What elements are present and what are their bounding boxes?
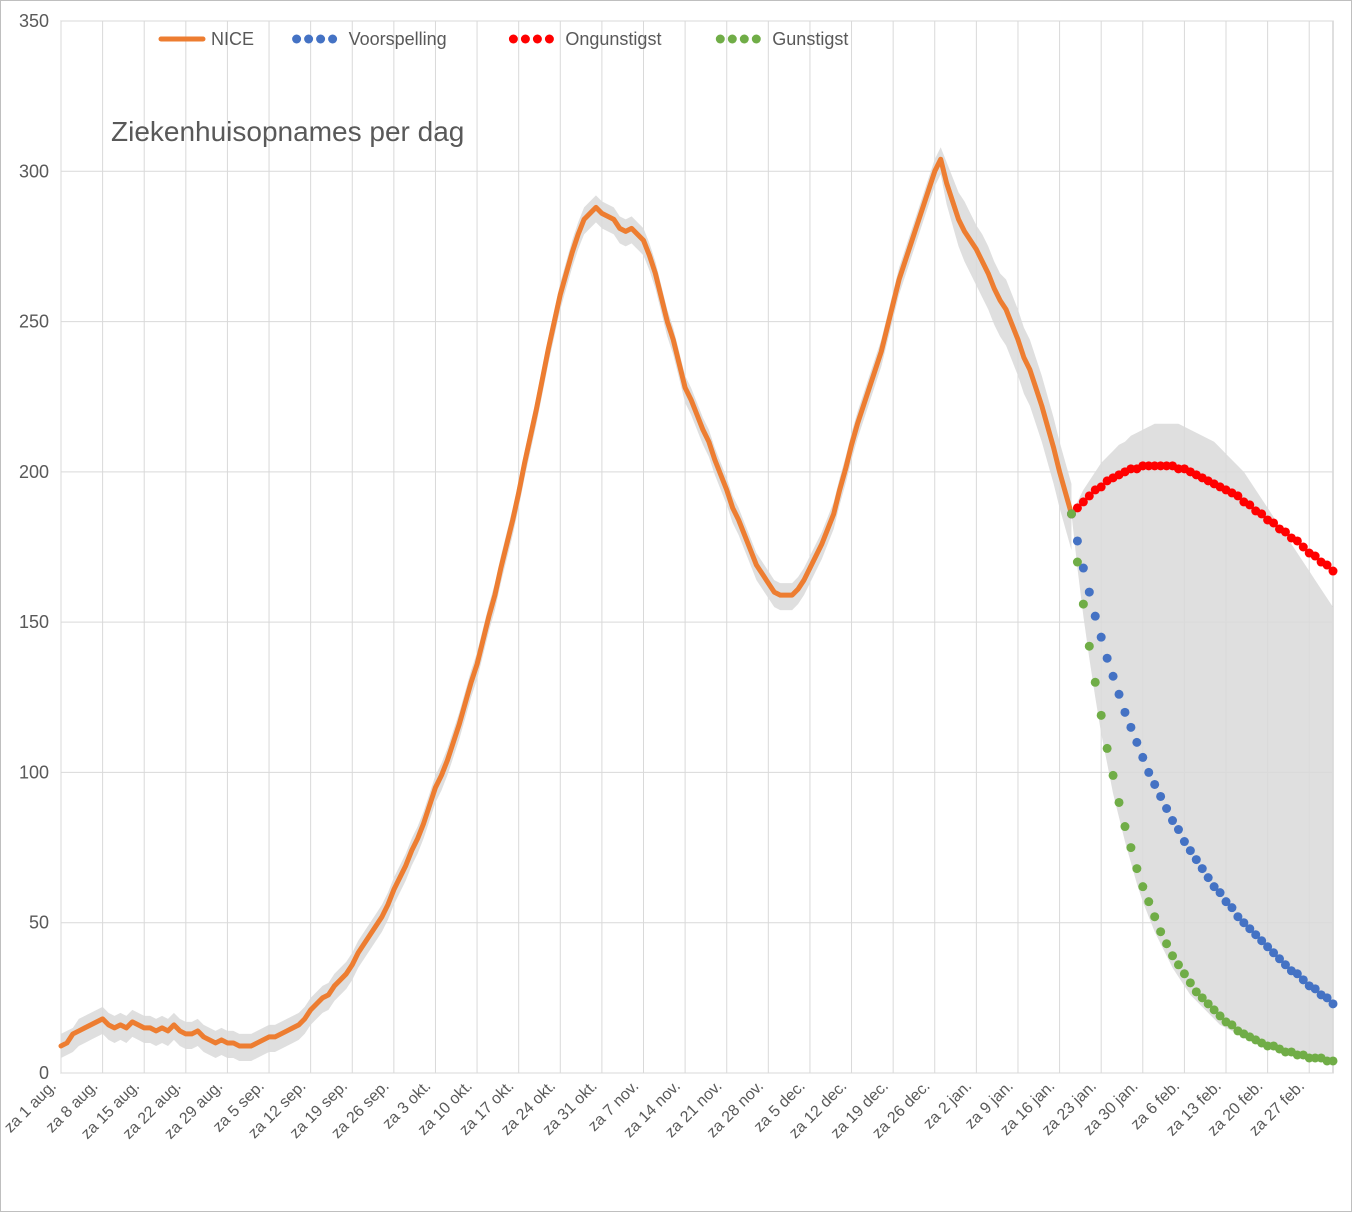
y-tick-label: 50: [29, 913, 49, 933]
series-voorspelling-point: [1329, 999, 1338, 1008]
legend-label-gunstigst: Gunstigst: [772, 29, 848, 49]
series-voorspelling-point: [1126, 723, 1135, 732]
legend-label-ongunstigst: Ongunstigst: [565, 29, 661, 49]
series-voorspelling-point: [1144, 768, 1153, 777]
series-gunstigst-point: [1150, 912, 1159, 921]
series-voorspelling-point: [1204, 873, 1213, 882]
legend-swatch-voorspelling: [292, 35, 301, 44]
legend-swatch-gunstigst: [716, 35, 725, 44]
series-voorspelling-point: [1073, 536, 1082, 545]
series-gunstigst-point: [1091, 678, 1100, 687]
series-voorspelling-point: [1156, 792, 1165, 801]
series-gunstigst-point: [1186, 978, 1195, 987]
chart-title: Ziekenhuisopnames per dag: [111, 116, 464, 147]
legend-swatch-gunstigst: [740, 35, 749, 44]
series-voorspelling-point: [1180, 837, 1189, 846]
series-voorspelling-point: [1162, 804, 1171, 813]
series-gunstigst-point: [1144, 897, 1153, 906]
series-gunstigst-point: [1073, 558, 1082, 567]
series-gunstigst-point: [1174, 960, 1183, 969]
series-ongunstigst-point: [1329, 567, 1338, 576]
series-gunstigst-point: [1115, 798, 1124, 807]
y-tick-label: 150: [19, 612, 49, 632]
legend-label-voorspelling: Voorspelling: [349, 29, 447, 49]
y-tick-label: 250: [19, 312, 49, 332]
series-voorspelling-point: [1227, 903, 1236, 912]
legend-swatch-voorspelling: [316, 35, 325, 44]
series-gunstigst-point: [1126, 843, 1135, 852]
legend-label-nice: NICE: [211, 29, 254, 49]
series-voorspelling-point: [1216, 888, 1225, 897]
series-gunstigst-point: [1329, 1056, 1338, 1065]
series-voorspelling-point: [1120, 708, 1129, 717]
series-gunstigst-point: [1085, 642, 1094, 651]
y-tick-label: 350: [19, 11, 49, 31]
legend-swatch-ongunstigst: [545, 35, 554, 44]
legend-swatch-gunstigst: [752, 35, 761, 44]
series-voorspelling-point: [1109, 672, 1118, 681]
legend-swatch-ongunstigst: [533, 35, 542, 44]
line-chart: 050100150200250300350za 1 aug.za 8 aug.z…: [1, 1, 1352, 1213]
series-gunstigst-point: [1156, 927, 1165, 936]
legend-swatch-voorspelling: [328, 35, 337, 44]
legend-swatch-ongunstigst: [509, 35, 518, 44]
legend-swatch-ongunstigst: [521, 35, 530, 44]
series-voorspelling-point: [1085, 588, 1094, 597]
series-voorspelling-point: [1192, 855, 1201, 864]
series-voorspelling-point: [1198, 864, 1207, 873]
series-gunstigst-point: [1138, 882, 1147, 891]
series-gunstigst-point: [1120, 822, 1129, 831]
y-tick-label: 100: [19, 762, 49, 782]
series-gunstigst-point: [1168, 951, 1177, 960]
series-voorspelling-point: [1091, 612, 1100, 621]
series-gunstigst-point: [1067, 509, 1076, 518]
series-voorspelling-point: [1097, 633, 1106, 642]
series-gunstigst-point: [1103, 744, 1112, 753]
series-voorspelling-point: [1138, 753, 1147, 762]
series-gunstigst-point: [1079, 600, 1088, 609]
legend-swatch-gunstigst: [728, 35, 737, 44]
legend-swatch-voorspelling: [304, 35, 313, 44]
series-voorspelling-point: [1186, 846, 1195, 855]
y-tick-label: 200: [19, 462, 49, 482]
series-voorspelling-point: [1115, 690, 1124, 699]
series-voorspelling-point: [1132, 738, 1141, 747]
series-gunstigst-point: [1162, 939, 1171, 948]
series-voorspelling-point: [1174, 825, 1183, 834]
series-voorspelling-point: [1168, 816, 1177, 825]
series-gunstigst-point: [1097, 711, 1106, 720]
series-gunstigst-point: [1132, 864, 1141, 873]
series-voorspelling-point: [1103, 654, 1112, 663]
series-gunstigst-point: [1180, 969, 1189, 978]
chart-container: 050100150200250300350za 1 aug.za 8 aug.z…: [0, 0, 1352, 1212]
series-voorspelling-point: [1150, 780, 1159, 789]
series-gunstigst-point: [1109, 771, 1118, 780]
y-tick-label: 300: [19, 161, 49, 181]
